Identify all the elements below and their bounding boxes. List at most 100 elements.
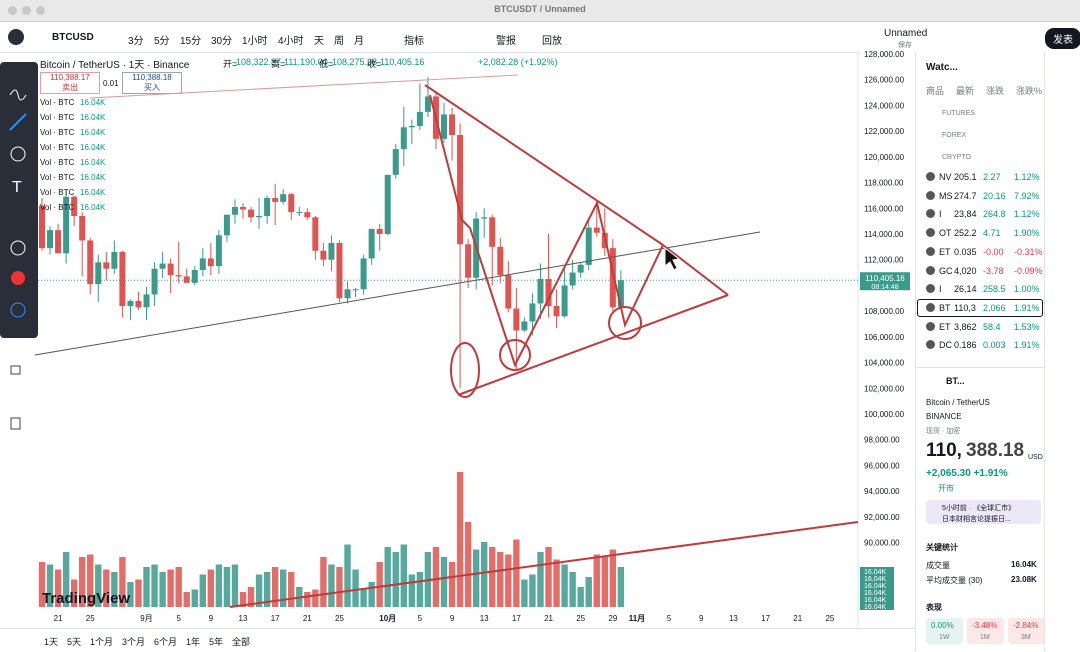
interval[interactable]: 4小时 [278,36,304,47]
trendline[interactable] [89,74,519,99]
alert[interactable]: 警报 [496,36,516,47]
volume-bar [352,569,359,607]
interval[interactable]: 30分 [211,36,233,47]
row-change: -0.00 [983,246,1004,257]
trendline[interactable] [457,294,729,396]
tool-icon[interactable]: T [12,179,22,196]
range[interactable]: 6个月 [154,637,178,647]
news-text[interactable]: 日本财相言论提振日... [942,516,1011,523]
perf-cell [926,618,963,644]
symbol[interactable]: BTCUSD [52,32,94,43]
row-symbol[interactable]: DC [939,340,952,351]
x-tick-label: 25 [335,614,344,623]
volume-bar [384,547,391,607]
row-symbol[interactable]: GC [939,265,953,276]
x-tick-label: 17 [271,614,280,623]
indicators[interactable]: 指标 [404,36,424,47]
volume-bar [392,552,399,607]
row-symbol[interactable]: MS [939,190,953,201]
range[interactable]: 1天 [44,637,59,647]
range[interactable]: 1个月 [90,637,114,647]
tool-icon[interactable] [10,365,21,375]
range[interactable]: 全部 [232,637,251,647]
candle-body [304,212,311,218]
volume-name: Vol · BTC [40,128,75,137]
dot[interactable] [22,6,31,15]
tool-icon[interactable] [10,146,26,162]
interval[interactable]: 3分 [128,36,144,47]
trendline[interactable] [229,521,859,608]
dot[interactable] [8,6,17,15]
candle-body [569,272,576,286]
stat-value: 23.08K [1011,575,1037,584]
row-symbol[interactable]: I [939,284,942,295]
candle-body [111,252,118,269]
row-symbol[interactable]: BT [939,302,951,313]
trendline[interactable] [424,84,664,246]
circle[interactable] [499,339,531,371]
y-tick-label: 100,000.00 [864,410,905,419]
trendline[interactable] [34,231,761,356]
row-symbol[interactable]: ET [939,321,951,332]
tool-icon[interactable] [9,89,27,101]
volume-bar [545,547,552,607]
range[interactable]: 3个月 [122,637,146,647]
tool-icon[interactable] [10,417,21,430]
candle-body [384,174,391,235]
candle-body [288,194,295,213]
dot[interactable] [36,6,45,15]
volume-bar [456,472,464,607]
tool-icon[interactable] [11,271,25,285]
interval[interactable]: 月 [354,36,364,47]
row-change-pct: -0.09% [1014,265,1043,276]
row-last: 23,84 [954,209,977,220]
circle[interactable] [450,342,480,398]
candle-body [449,114,456,136]
row-icon [926,228,935,238]
interval[interactable]: 5分 [154,36,170,47]
publish[interactable]: 发表 [1045,28,1080,49]
row-change: 2.27 [983,172,1001,182]
news-time[interactable]: 5小时前 · 《全球汇市》 [942,505,1016,512]
volume-bar [593,554,600,607]
zigzag[interactable] [429,94,664,368]
range[interactable]: 1年 [186,637,201,647]
x-tick-label: 21 [544,614,553,623]
tool-icon[interactable] [10,240,26,256]
row-icon [926,246,935,256]
layout-name[interactable]: Unnamed [884,28,928,39]
replay[interactable]: 回放 [542,36,562,47]
interval[interactable]: 15分 [180,36,202,47]
circle[interactable] [608,306,642,340]
section[interactable]: FOREX [942,132,967,139]
candle-body [159,263,166,269]
candle-body [360,258,367,290]
row-symbol[interactable]: OT [939,228,952,239]
volume-bar [432,547,440,607]
tool-icon[interactable] [10,302,26,318]
interval[interactable]: 1小时 [242,36,268,47]
volume-axis-box [860,567,894,575]
row-change: 20.16 [983,190,1006,201]
trendline[interactable] [662,244,729,296]
interval[interactable]: 周 [334,36,344,47]
sell-box[interactable]: 110,388.17 卖出 [40,72,100,94]
section[interactable]: FUTURES [942,110,976,117]
row-symbol[interactable]: NV [939,172,952,182]
range[interactable]: 5天 [67,637,82,647]
row-icon [926,190,935,200]
logo[interactable] [8,29,24,45]
section[interactable]: CRYPTO [942,154,971,161]
detail-name: Bitcoin / TetherUS [926,398,990,407]
tool-icon[interactable] [9,113,27,131]
row-symbol[interactable]: I [939,209,942,220]
buy-box[interactable]: 110,388.18 买入 [122,72,182,94]
watchlist-title[interactable]: Watc... [926,62,958,73]
row-symbol[interactable]: ET [939,246,951,257]
volume-axis-box [860,602,894,610]
detail-exchange: BINANCE [926,412,962,421]
range[interactable]: 5年 [209,637,224,647]
last-price: 110,405.16 [865,274,905,283]
volume-bar [472,549,480,607]
interval[interactable]: 天 [314,36,324,47]
